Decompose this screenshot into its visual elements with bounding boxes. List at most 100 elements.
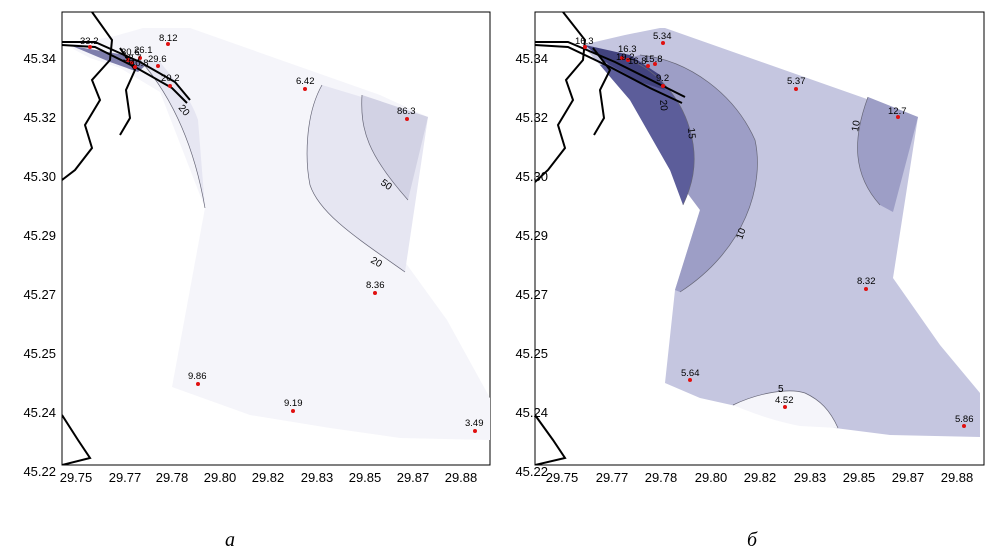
panel-b-contour-label: 10 xyxy=(850,119,863,132)
panel-b-zone-10-15-east xyxy=(857,97,918,212)
panel-b-contour-label: 20 xyxy=(657,99,669,111)
x-tick-label: 29.78 xyxy=(156,470,189,485)
x-tick-label: 29.82 xyxy=(744,470,777,485)
y-tick-label: 45.27 xyxy=(23,287,56,302)
panel-a-value: 9.19 xyxy=(284,398,303,409)
panel-b-zone-15-20 xyxy=(600,60,695,205)
panel-b-contours xyxy=(629,54,881,429)
panel-a-value: 20.2 xyxy=(161,73,180,84)
panel-a-value: 9.86 xyxy=(188,371,207,382)
x-tick-label: 29.87 xyxy=(397,470,430,485)
panel-a-contour-20-b xyxy=(306,84,406,273)
x-tick-label: 29.85 xyxy=(349,470,382,485)
panel-a-value: 86.3 xyxy=(397,106,416,117)
sample-point xyxy=(794,87,798,91)
y-tick-label: 45.30 xyxy=(23,169,56,184)
y-tick-label: 45.30 xyxy=(515,169,548,184)
panel-a-zone-50 xyxy=(361,95,428,200)
sample-point xyxy=(653,62,657,66)
panel-a-y-axis: 45.34 45.32 45.30 45.29 45.27 45.25 45.2… xyxy=(23,51,56,479)
panel-a-value: 29.6 xyxy=(148,54,167,65)
sample-point xyxy=(583,45,587,49)
sample-point xyxy=(126,58,130,62)
y-tick-label: 45.24 xyxy=(515,405,548,420)
sample-point xyxy=(88,45,92,49)
panel-a-contour-50 xyxy=(361,94,409,201)
panel-a-value: 6.42 xyxy=(296,76,315,87)
sample-point xyxy=(896,115,900,119)
y-tick-label: 45.25 xyxy=(515,346,548,361)
sample-point xyxy=(156,64,160,68)
x-tick-label: 29.80 xyxy=(695,470,728,485)
panel-a-value: 3.49 xyxy=(465,418,484,429)
panel-b-points xyxy=(583,41,966,428)
sample-point xyxy=(626,58,630,62)
panel-a-value: 8.36 xyxy=(366,280,385,291)
panel-a-coastline xyxy=(62,12,191,465)
x-tick-label: 29.83 xyxy=(794,470,827,485)
y-tick-label: 45.27 xyxy=(515,287,548,302)
panel-b-value: 19.2 xyxy=(616,52,635,63)
panel-b-value: 5.34 xyxy=(653,31,672,42)
x-tick-label: 29.77 xyxy=(596,470,629,485)
y-tick-label: 45.32 xyxy=(23,110,56,125)
sample-point xyxy=(405,117,409,121)
panel-b-value: 9.2 xyxy=(656,73,669,84)
x-tick-label: 29.75 xyxy=(546,470,579,485)
sample-point xyxy=(373,291,377,295)
panel-b-zone-lt5 xyxy=(733,390,838,428)
sample-point xyxy=(620,56,624,60)
panel-a-points xyxy=(88,42,477,433)
panel-b: 20 15 10 10 5 16.3 16.3 19.2 16.8 15.8 9… xyxy=(515,11,985,551)
y-tick-label: 45.34 xyxy=(23,51,56,66)
sample-point xyxy=(473,429,477,433)
sample-point xyxy=(166,42,170,46)
sample-point xyxy=(783,405,787,409)
panel-b-value: 12.7 xyxy=(888,106,907,117)
sample-point xyxy=(646,64,650,68)
x-tick-label: 29.88 xyxy=(445,470,478,485)
x-tick-label: 29.75 xyxy=(60,470,93,485)
panel-a-value: 33.2 xyxy=(80,36,99,47)
panel-a-zone-mouth xyxy=(72,46,145,72)
panel-b-contour-label: 5 xyxy=(778,384,784,395)
panel-b-value: 4.52 xyxy=(775,395,794,406)
panel-a-contour-20-a xyxy=(139,59,206,209)
sample-point xyxy=(303,87,307,91)
panel-a-caption: a xyxy=(225,529,235,551)
panel-b-value: 16.3 xyxy=(618,44,637,55)
sample-point xyxy=(661,41,665,45)
panel-b-contour-label: 15 xyxy=(685,127,697,139)
panel-a: 20 50 20 33.2 30.6 26.1 32.7 40.8 29.6 8… xyxy=(23,11,491,551)
panel-a-value: 26.1 xyxy=(134,45,153,56)
x-tick-label: 29.78 xyxy=(645,470,678,485)
x-tick-label: 29.80 xyxy=(204,470,237,485)
x-tick-label: 29.87 xyxy=(892,470,925,485)
sample-point xyxy=(291,409,295,413)
panel-a-value: 32.7 xyxy=(123,53,142,64)
x-tick-label: 29.85 xyxy=(843,470,876,485)
x-tick-label: 29.77 xyxy=(109,470,142,485)
y-tick-label: 45.32 xyxy=(515,110,548,125)
y-tick-label: 45.22 xyxy=(23,464,56,479)
panel-b-value: 5.86 xyxy=(955,414,974,425)
panel-a-value: 8.12 xyxy=(159,33,178,44)
x-tick-label: 29.88 xyxy=(941,470,974,485)
panel-b-value: 5.37 xyxy=(787,76,806,87)
sample-point xyxy=(864,287,868,291)
y-tick-label: 45.24 xyxy=(23,405,56,420)
x-tick-label: 29.83 xyxy=(301,470,334,485)
panel-b-value: 16.3 xyxy=(575,36,594,47)
panel-b-value: 15.8 xyxy=(644,54,663,65)
panel-a-value: 30.6 xyxy=(121,47,140,58)
panel-b-value: 5.64 xyxy=(681,368,700,379)
y-tick-label: 45.25 xyxy=(23,346,56,361)
sample-point xyxy=(133,65,137,69)
y-tick-label: 45.29 xyxy=(515,228,548,243)
sample-point xyxy=(130,61,134,65)
y-tick-label: 45.29 xyxy=(23,228,56,243)
sample-point xyxy=(168,84,172,88)
panel-b-caption: б xyxy=(747,529,758,551)
panel-a-contour-label: 20 xyxy=(369,255,385,270)
